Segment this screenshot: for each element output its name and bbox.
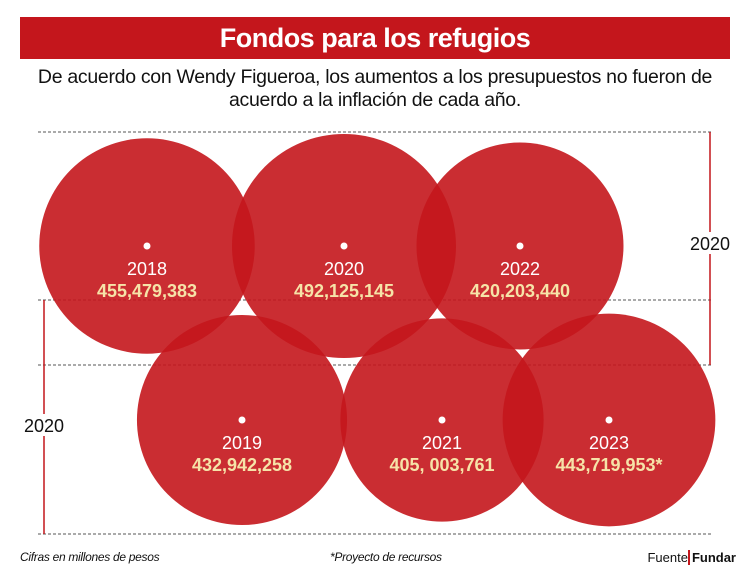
source-label: Fuente [647, 550, 688, 565]
bubble-year: 2019 [222, 433, 262, 453]
bubble-dot [438, 416, 446, 424]
title: Fondos para los refugios [219, 22, 531, 53]
bubble-year: 2020 [324, 259, 364, 279]
bubble-dot [516, 242, 524, 250]
asterisk-note: *Proyecto de recursos [330, 550, 442, 564]
bubble-value: 492,125,145 [294, 281, 394, 301]
row-label-top: 2020 [690, 234, 730, 254]
bubble-value: 455,479,383 [97, 281, 197, 301]
bubble-year: 2018 [127, 259, 167, 279]
units-note: Cifras en millones de pesos [20, 550, 160, 564]
source: Fuente Fundar [647, 550, 736, 565]
bubble-year: 2023 [589, 433, 629, 453]
title-bar: Fondos para los refugios [20, 17, 730, 59]
source-name: Fundar [687, 550, 736, 565]
bubble-year: 2021 [422, 433, 462, 453]
bubble-dot [340, 242, 348, 250]
row-label-bottom: 2020 [24, 416, 64, 436]
bubble-dot [143, 242, 151, 250]
subtitle: De acuerdo con Wendy Figueroa, los aumen… [37, 66, 713, 111]
bubble-value: 443,719,953* [555, 455, 662, 475]
bubble-year: 2022 [500, 259, 540, 279]
bubble-value: 420,203,440 [470, 281, 570, 301]
bubble-dot [238, 416, 246, 424]
bubble-value: 432,942,258 [192, 455, 292, 475]
bubble-dot [605, 416, 613, 424]
bubble-value: 405, 003,761 [389, 455, 494, 475]
